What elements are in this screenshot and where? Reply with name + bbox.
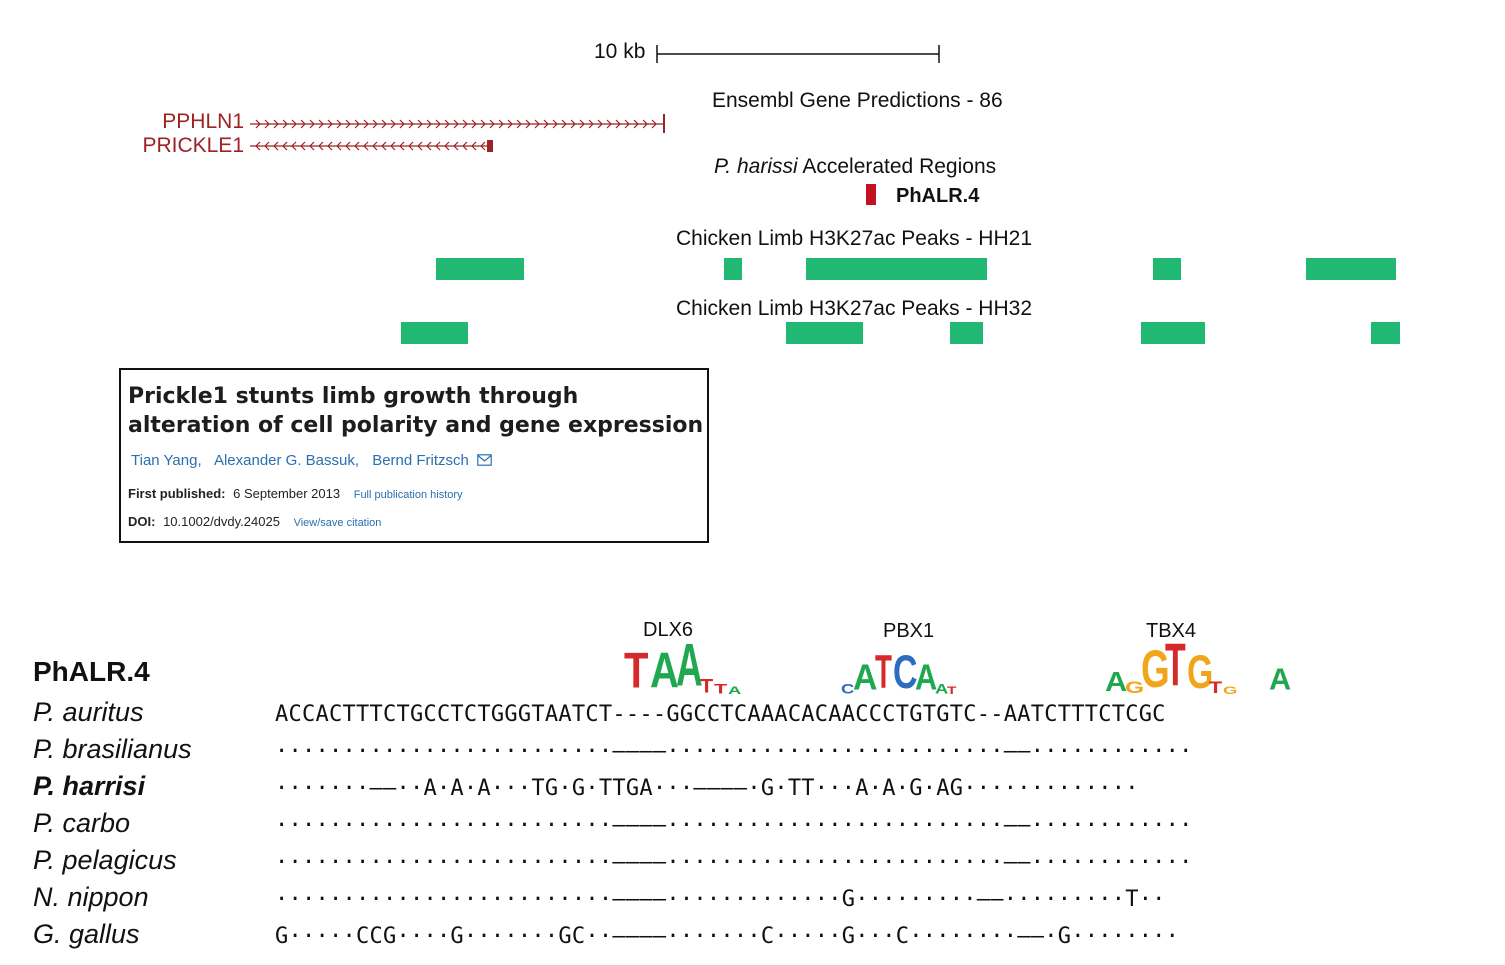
logo-letter: A <box>853 658 878 698</box>
citation-link[interactable]: View/save citation <box>293 517 382 529</box>
species-label-highlighted: P. harrisi <box>33 771 146 801</box>
species-label: P. brasilianus <box>33 734 192 764</box>
logo-letter: T <box>714 681 728 697</box>
species-label: G. gallus <box>33 919 140 949</box>
motif-label-tbx4: TBX4 <box>1146 620 1197 642</box>
publication-history-link[interactable]: Full publication history <box>353 489 463 501</box>
ensembl-track-title: Ensembl Gene Predictions - 86 <box>712 89 1003 112</box>
envelope-icon[interactable] <box>477 454 492 466</box>
hh21-peak[interactable] <box>1306 258 1396 280</box>
gene-label-pphln1[interactable]: PPHLN1 <box>162 110 244 133</box>
doi-row: DOI: 10.1002/dvdy.24025 View/save citati… <box>128 514 381 529</box>
logo-letter: A <box>1269 663 1292 697</box>
alignment-title: PhALR.4 <box>33 656 150 687</box>
accelerated-region-label: PhALR.4 <box>896 185 980 207</box>
accelerated-species: P. harissi <box>714 155 798 178</box>
sequence-row: ·························––––···········… <box>275 739 1193 764</box>
doi-label: DOI: <box>128 514 156 529</box>
hh32-peak[interactable] <box>1141 322 1205 344</box>
logo-letter: A <box>650 643 679 699</box>
doi-value[interactable]: 10.1002/dvdy.24025 <box>163 514 280 529</box>
motif-label-pbx1: PBX1 <box>883 620 935 642</box>
hh21-peak[interactable] <box>1153 258 1181 280</box>
gene-model-pphln1 <box>250 114 665 133</box>
gene-model-prickle1 <box>250 140 493 152</box>
logo-letter: G <box>1141 640 1170 699</box>
logo-letter: G <box>1223 684 1238 697</box>
species-label: P. auritus <box>33 697 144 727</box>
hh21-track-title: Chicken Limb H3K27ac Peaks - HH21 <box>676 227 1032 250</box>
sequence-row: ·························––––···········… <box>275 887 1166 912</box>
hh32-peak[interactable] <box>401 322 468 344</box>
sequence-row: ·······––··A·A·A···TG·G·TTGA···––––·G·TT… <box>275 776 1139 801</box>
motif-label-dlx6: DLX6 <box>643 619 694 641</box>
hh32-peak[interactable] <box>950 322 983 344</box>
paper-title[interactable]: Prickle1 stunts limb growth through alte… <box>128 384 704 438</box>
sequence-row: ACCACTTTCTGCCTCTGGGTAATCT----GGCCTCAAACA… <box>275 702 1166 727</box>
first-published-row: First published: 6 September 2013 Full p… <box>128 486 463 501</box>
logo-letter: T <box>947 684 957 697</box>
sequence-row: G·····CCG····G·······GC··––––·······C···… <box>275 924 1180 949</box>
gene-models <box>250 114 665 152</box>
species-label: P. pelagicus <box>33 845 177 875</box>
logo-letter: G <box>1187 646 1214 699</box>
logo-letter: A <box>676 632 703 700</box>
hh32-track-title: Chicken Limb H3K27ac Peaks - HH32 <box>676 297 1032 320</box>
scale-bar <box>656 45 940 63</box>
hh21-peak[interactable] <box>724 258 742 280</box>
hh32-peak[interactable] <box>1371 322 1400 344</box>
species-label: N. nippon <box>33 882 149 912</box>
accelerated-suffix: Accelerated Regions <box>802 155 997 178</box>
logo-letter: G <box>1125 678 1145 697</box>
first-published-value: 6 September 2013 <box>233 486 341 501</box>
logo-letter: T <box>1209 678 1223 697</box>
logo-letter: T <box>1165 632 1186 700</box>
hh32-peak[interactable] <box>786 322 863 344</box>
paper-card: Prickle1 stunts limb growth through alte… <box>119 368 709 543</box>
logo-letter: C <box>893 646 918 699</box>
scale-label: 10 kb <box>594 40 646 63</box>
author-link[interactable]: Alexander G. Bassuk, <box>213 452 360 469</box>
logo-letter: A <box>1105 667 1128 698</box>
sequence-row: ·························––––···········… <box>275 813 1193 838</box>
species-label: P. carbo <box>33 808 131 838</box>
first-published-label: First published: <box>128 486 226 501</box>
logo-letter: T <box>875 646 892 699</box>
accelerated-track-title: P. harissi Accelerated Regions <box>714 155 996 179</box>
paper-authors: Tian Yang, Alexander G. Bassuk, Bernd Fr… <box>131 452 492 469</box>
logo-letter: A <box>915 658 938 698</box>
author-link[interactable]: Tian Yang, <box>131 452 202 469</box>
accelerated-region-bar[interactable] <box>866 184 876 205</box>
logo-letter: C <box>841 681 855 697</box>
hh21-peak[interactable] <box>436 258 524 280</box>
logo-letter: A <box>728 684 742 697</box>
logo-letter: T <box>624 643 649 699</box>
author-link[interactable]: Bernd Fritzsch <box>372 452 469 469</box>
hh21-peak[interactable] <box>806 258 987 280</box>
logo-letter: T <box>700 675 714 697</box>
logo-letter: A <box>935 681 949 697</box>
gene-label-prickle1[interactable]: PRICKLE1 <box>142 134 244 157</box>
sequence-row: ·························––––···········… <box>275 850 1193 875</box>
